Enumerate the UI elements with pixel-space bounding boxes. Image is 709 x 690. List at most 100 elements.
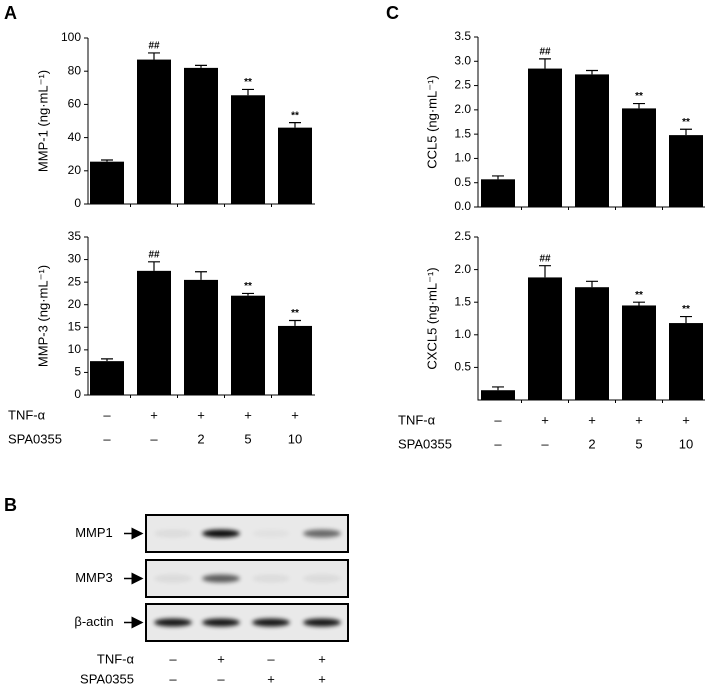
treatment-cell: +: [682, 412, 690, 427]
y-tick-label: 0.5: [454, 360, 471, 374]
significance-label: ##: [539, 46, 551, 57]
significance-label: **: [291, 110, 299, 121]
y-tick-label: 60: [68, 97, 82, 111]
treatment-label: SPA0355: [398, 436, 452, 451]
error-bar: [492, 386, 504, 391]
bar: [137, 59, 171, 204]
treatment-cell: 10: [679, 436, 693, 451]
significance-label: **: [244, 281, 252, 292]
significance-label: ##: [539, 253, 551, 264]
y-tick-label: 3.0: [454, 53, 471, 67]
y-axis-title: MMP-3 (ng·mL⁻¹): [35, 265, 50, 367]
significance-label: **: [291, 308, 299, 319]
y-tick-label: 10: [68, 342, 82, 356]
blot-band: [252, 618, 290, 627]
treatment-label: TNF-α: [97, 651, 135, 666]
bar: [669, 135, 703, 207]
blot-band: [303, 618, 341, 627]
bar: [622, 305, 656, 400]
treatment-cell: –: [169, 651, 177, 666]
bar: [622, 108, 656, 207]
y-tick-label: 0.0: [454, 199, 471, 213]
error-bar: [242, 88, 254, 96]
treatment-cell: –: [494, 436, 502, 451]
treatment-cell: –: [217, 671, 225, 686]
treatment-cell: 10: [288, 431, 302, 446]
blot-row-label: MMP1: [75, 525, 113, 540]
treatment-cell: +: [217, 651, 225, 666]
bar: [231, 295, 265, 395]
error-bar: [680, 315, 692, 324]
error-bar: [539, 58, 551, 69]
blot-row-label: β-actin: [74, 614, 113, 629]
error-bar: [539, 265, 551, 278]
treatment-cell: +: [267, 671, 275, 686]
treatment-cell: –: [267, 651, 275, 666]
error-bar: [289, 122, 301, 128]
y-tick-label: 15: [68, 319, 82, 333]
y-tick-label: 1.5: [454, 294, 471, 308]
error-bar: [195, 271, 207, 280]
error-bar: [101, 358, 113, 362]
treatment-cell: +: [291, 407, 299, 422]
blot-band: [154, 618, 192, 627]
y-tick-label: 2.5: [454, 78, 471, 92]
treatment-cell: –: [541, 436, 549, 451]
bar: [184, 67, 218, 204]
y-tick-label: 100: [61, 30, 81, 44]
significance-label: **: [635, 91, 643, 102]
error-bar: [586, 280, 598, 288]
y-tick-label: 2.5: [454, 229, 471, 243]
y-tick-label: 20: [68, 163, 82, 177]
bar: [481, 179, 515, 207]
error-bar: [633, 301, 645, 306]
error-bar: [148, 261, 160, 271]
error-bar: [492, 175, 504, 180]
blot-band: [303, 529, 341, 538]
blot-band: [154, 574, 192, 583]
y-tick-label: 1.5: [454, 126, 471, 140]
y-tick-label: 2.0: [454, 262, 471, 276]
bar: [528, 277, 562, 400]
blot-band: [154, 529, 192, 538]
bar: [278, 325, 312, 395]
blot-band: [303, 574, 341, 583]
treatment-cell: –: [103, 431, 111, 446]
y-tick-label: 80: [68, 63, 82, 77]
panel-label: B: [4, 495, 17, 515]
bar: [90, 361, 124, 395]
y-tick-label: 5: [74, 365, 81, 379]
significance-label: ##: [148, 249, 160, 260]
y-axis-title: CCL5 (ng·mL⁻¹): [424, 75, 439, 169]
bar: [528, 68, 562, 207]
treatment-cell: +: [635, 412, 643, 427]
bar: [481, 390, 515, 400]
bar: [231, 95, 265, 204]
y-tick-label: 35: [68, 229, 82, 243]
y-tick-label: 40: [68, 130, 82, 144]
blot-band: [202, 618, 240, 627]
treatment-cell: –: [169, 671, 177, 686]
significance-label: ##: [148, 41, 160, 52]
treatment-cell: 5: [244, 431, 251, 446]
y-axis-title: CXCL5 (ng·mL⁻¹): [424, 267, 439, 369]
treatment-label: SPA0355: [80, 671, 134, 686]
error-bar: [633, 102, 645, 109]
treatment-cell: –: [150, 431, 158, 446]
panel-label: C: [386, 3, 399, 23]
treatment-cell: 2: [588, 436, 595, 451]
treatment-cell: +: [588, 412, 596, 427]
treatment-label: TNF-α: [8, 407, 46, 422]
y-tick-label: 3.5: [454, 29, 471, 43]
bar: [669, 323, 703, 400]
significance-label: **: [682, 117, 690, 128]
y-tick-label: 1.0: [454, 151, 471, 165]
error-bar: [242, 292, 254, 296]
y-tick-label: 25: [68, 274, 82, 288]
significance-label: **: [244, 77, 252, 88]
treatment-cell: +: [541, 412, 549, 427]
treatment-cell: +: [150, 407, 158, 422]
treatment-cell: +: [318, 651, 326, 666]
y-tick-label: 20: [68, 297, 82, 311]
